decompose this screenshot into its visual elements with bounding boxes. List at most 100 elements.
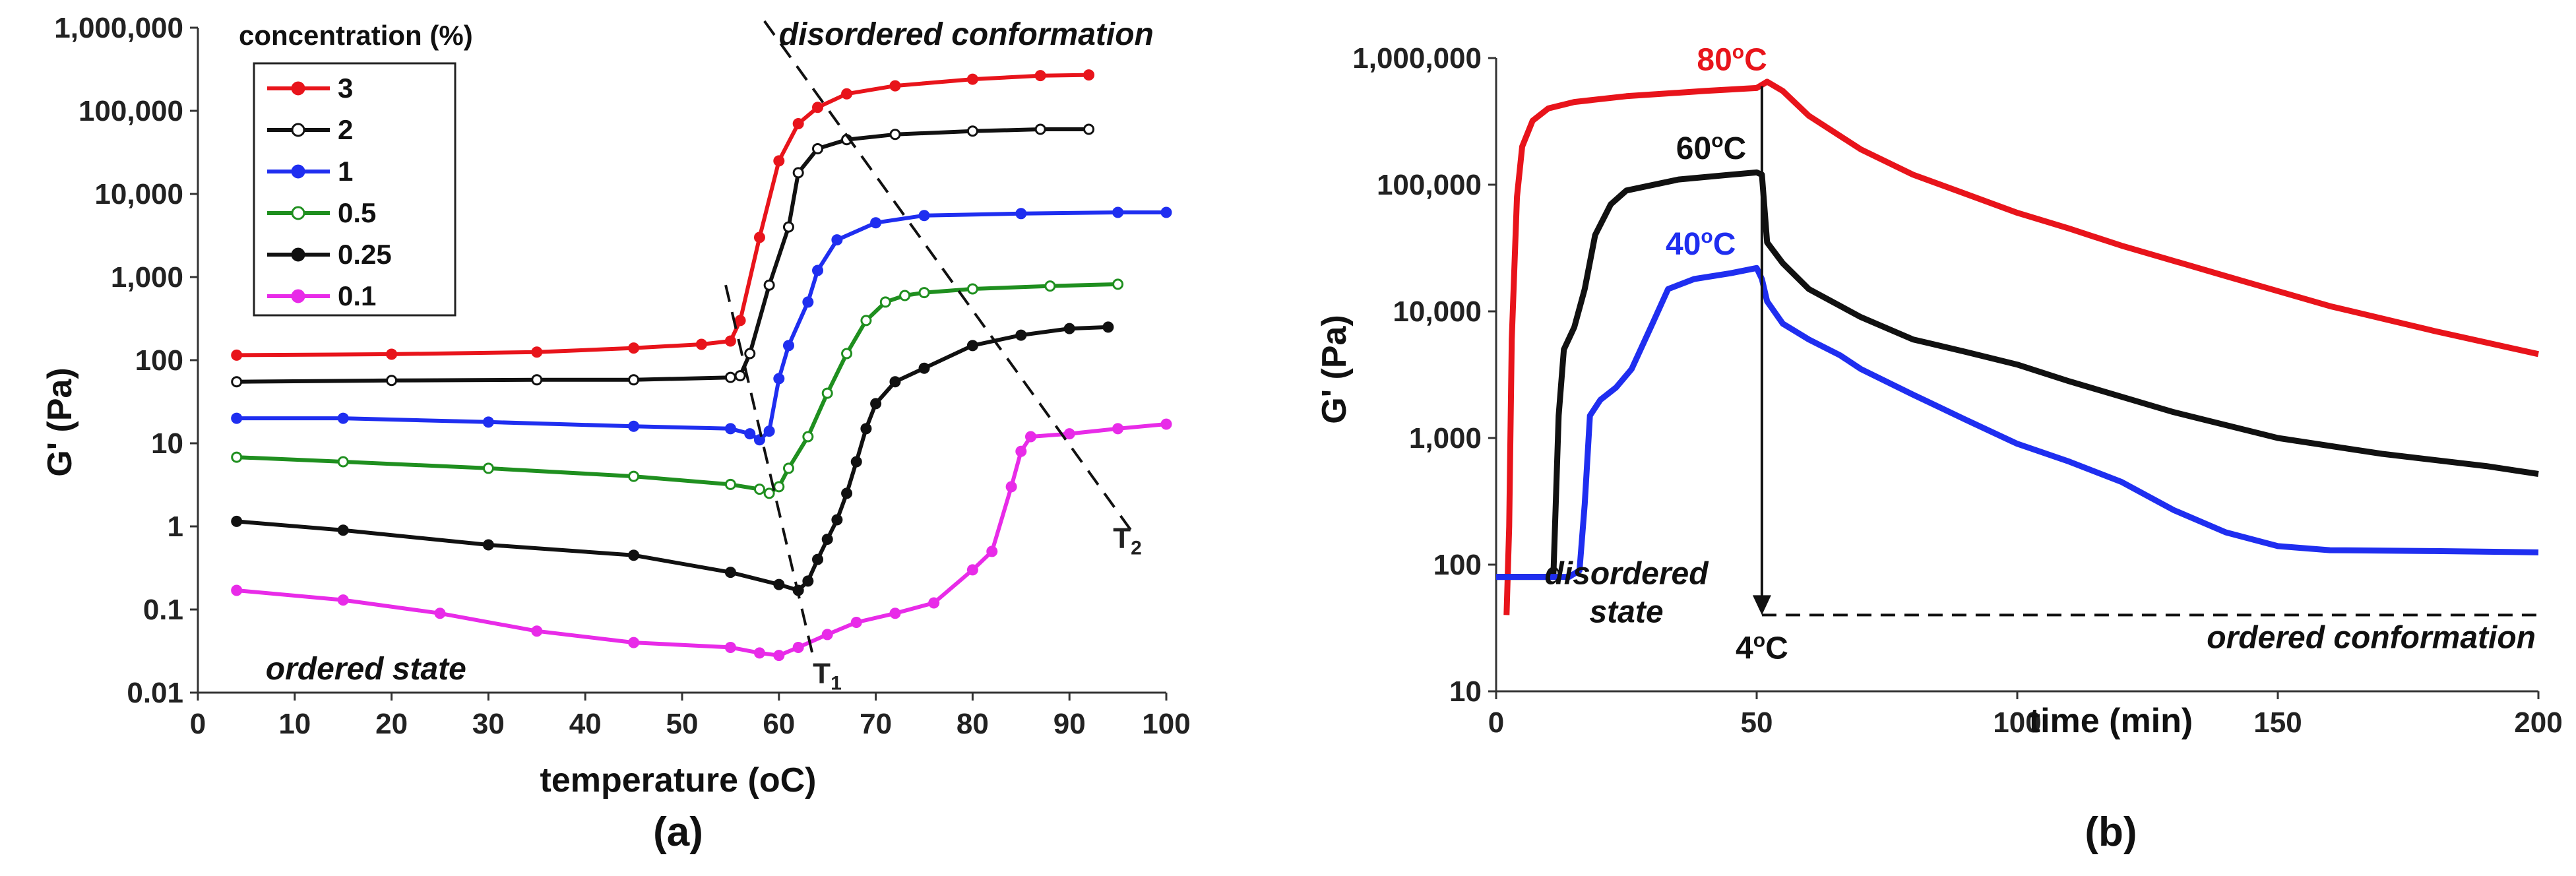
- panel-a-series-2-point: [734, 370, 746, 382]
- panel-a-series-0_25-point: [1015, 329, 1027, 341]
- panel-b-axes: 10 100 1,000 10,000 100,000 1,000,000 0 50 100 15…: [1352, 42, 2562, 739]
- panel-b-cool-label: 4oC: [1736, 629, 1788, 666]
- panel-a-series-0_5-point: [482, 462, 494, 474]
- panel-a-series-0_1-point: [531, 625, 543, 637]
- panel-a-y-tick-label: 0.1: [143, 594, 183, 626]
- panel-a-y-tick-label: 1,000: [111, 261, 183, 294]
- panel-a-series-3-point: [628, 342, 640, 354]
- legend-label: 3: [338, 73, 353, 104]
- panel-a-series-1-point: [231, 412, 243, 424]
- panel-a-series-3-point: [1034, 70, 1046, 82]
- panel-a-label: (a): [653, 809, 703, 855]
- panel-a-series-0_1-point: [628, 637, 640, 648]
- panel-a-x-tick-label: 60: [763, 708, 795, 740]
- panel-a-series-0_25-point: [918, 362, 930, 374]
- panel-a-series-3-point: [724, 335, 736, 347]
- legend-label: 0.5: [338, 197, 376, 228]
- panel-a-series-0_5-point: [773, 481, 785, 493]
- legend-label: 1: [338, 156, 353, 187]
- panel-a-series-0_25-point: [870, 398, 882, 410]
- panel-a-series-1-point: [773, 373, 785, 385]
- temp-unit: C: [1724, 131, 1747, 166]
- panel-a-series-0_1-point: [792, 641, 804, 653]
- panel-a-series-0_1-point: [434, 608, 446, 619]
- panel-a-t1-sub: 1: [831, 673, 842, 695]
- panel-b-series-80-line: [1503, 78, 2539, 615]
- panel-a-y-tick-label: 1: [168, 511, 183, 543]
- panel-a-series-2-point: [889, 129, 901, 141]
- panel-a-series-0_1-point: [1024, 431, 1036, 443]
- panel-b-y-tick-label: 10: [1449, 675, 1482, 708]
- panel-a-series-0_25-line: [236, 325, 1109, 592]
- panel-a-y-tick-label: 10,000: [94, 178, 183, 210]
- panel-a-series-0_1-point: [753, 647, 765, 659]
- panel-a-series-2-point: [763, 279, 775, 291]
- panel-a-series-3-point: [231, 349, 243, 361]
- panel-a-series-2-point: [1083, 123, 1095, 135]
- panel-a-series-0_5-point: [1044, 280, 1056, 292]
- panel-a-series-0_1-point: [1005, 481, 1017, 493]
- panel-a-x-tick-label: 30: [472, 708, 505, 740]
- panel-a-series-0_25-point: [1063, 323, 1075, 334]
- panel-a-series-0_5-point: [841, 348, 853, 360]
- panel-a-series-0_25-point: [1102, 321, 1114, 333]
- panel-a-series-0_25-point: [628, 549, 640, 561]
- panel-a-x-tick-label: 70: [860, 708, 892, 740]
- panel-a-series-0_5-point: [763, 487, 775, 499]
- panel-a-series-0_5-point: [821, 387, 833, 399]
- panel-b-disordered-annotation-line1: disordered: [1544, 557, 1709, 592]
- panel-a-series-0_1-point: [1015, 445, 1027, 457]
- panel-a-x-tick-label: 40: [569, 708, 602, 740]
- panel-a-series-0_1-point: [1160, 418, 1172, 430]
- panel-a-series-1-point: [1015, 208, 1027, 220]
- panel-b-x-tick-label: 200: [2514, 706, 2562, 739]
- panel-a-x-tick-label: 80: [957, 708, 989, 740]
- panel-a-series-0_25-point: [337, 524, 349, 536]
- panel-b-x-tick-label: 50: [1741, 706, 1773, 739]
- panel-b-x-tick-label: 100: [1993, 706, 2041, 739]
- panel-a-series-0_5-point: [628, 470, 640, 482]
- panel-a-series-3-point: [841, 88, 853, 100]
- panel-a-series-2-point: [1034, 123, 1046, 135]
- panel-a-series-0_25-point: [482, 539, 494, 551]
- panel-a-series-0_1-point: [337, 594, 349, 606]
- panel-a-series-3-point: [734, 315, 746, 327]
- panel-a-series-2-line: [236, 127, 1089, 384]
- panel-a-series-0_1-point: [850, 617, 862, 629]
- panel-a-ordered-annotation: ordered state: [266, 652, 466, 687]
- panel-b-series-60-line: [1496, 169, 2539, 580]
- legend-swatch-marker: [291, 123, 305, 137]
- panel-a-series-0_5-point: [918, 287, 930, 299]
- panel-a-series-3-point: [531, 346, 543, 358]
- panel-a-series-0_5-point: [899, 290, 911, 301]
- panel-a-series-2-point: [812, 142, 824, 154]
- panel-a-t1-text: T: [813, 658, 831, 690]
- panel-a-series-1-point: [870, 217, 882, 229]
- panel-a-series-3-point: [1083, 69, 1095, 81]
- panel-a-series-0_25-point: [889, 376, 901, 388]
- panel-a-series-2-point: [231, 376, 243, 388]
- panel-a-series-1-line: [236, 210, 1166, 442]
- panel-a-t2-sub: 2: [1131, 538, 1142, 559]
- panel-a-series-0_5-point: [724, 478, 736, 490]
- temp-value: 40: [1666, 227, 1701, 262]
- panel-a-series-0_25-point: [773, 579, 785, 590]
- legend-swatch-marker: [291, 247, 305, 262]
- panel-b-series-label-40: 40oC: [1666, 226, 1736, 262]
- panel-a-series-0_25-point: [812, 553, 824, 565]
- panel-a-y-tick-label: 100: [135, 344, 183, 377]
- panel-a-series-0_1-point: [821, 629, 833, 641]
- panel-a-t1-label: T1: [813, 658, 842, 695]
- panel-a-series-0_5-point: [802, 431, 814, 443]
- panel-a-series-1-point: [918, 210, 930, 222]
- panel-a-series-0_25-point: [821, 534, 833, 546]
- temp-degree: o: [1701, 226, 1712, 247]
- panel-a-series-0_25-point: [850, 456, 862, 468]
- legend-swatch-marker: [291, 206, 305, 220]
- panel-a-series-2-point: [782, 221, 794, 233]
- panel-b-y-tick-label: 100,000: [1377, 169, 1482, 201]
- panel-a-series-3-point: [773, 155, 785, 167]
- panel-a-series-2-point: [724, 371, 736, 383]
- panel-a-series-0_5-point: [1112, 278, 1124, 290]
- panel-a-series-0_1-point: [724, 641, 736, 653]
